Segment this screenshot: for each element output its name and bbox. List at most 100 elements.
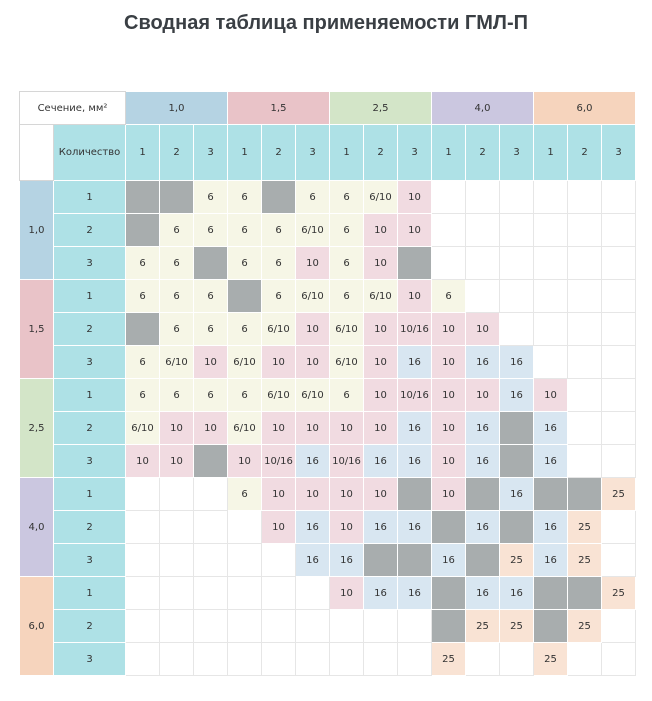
section-header-2-5: 2,5	[330, 92, 432, 125]
table-cell	[432, 181, 466, 214]
table-cell	[534, 214, 568, 247]
table-cell: 25	[466, 610, 500, 643]
table-cell: 16	[534, 544, 568, 577]
table-cell	[194, 577, 228, 610]
table-cell: 10	[466, 313, 500, 346]
table-cell	[126, 643, 160, 676]
quantity-header: 3	[296, 125, 330, 181]
table-row: 3 6 6 6 6 10 6 10	[20, 247, 636, 280]
row-quantity-label: 1	[54, 280, 126, 313]
table-cell	[194, 247, 228, 280]
table-cell	[126, 577, 160, 610]
quantity-header: 2	[568, 125, 602, 181]
table-cell	[126, 214, 160, 247]
table-cell: 6/10	[296, 379, 330, 412]
table-cell	[602, 379, 636, 412]
table-cell	[568, 643, 602, 676]
table-cell	[160, 181, 194, 214]
table-row: 3 25 25	[20, 643, 636, 676]
table-cell: 6	[194, 379, 228, 412]
quantity-header: 3	[500, 125, 534, 181]
table-cell: 10	[364, 346, 398, 379]
quantity-header: 2	[160, 125, 194, 181]
row-quantity-label: 3	[54, 643, 126, 676]
table-cell: 10	[432, 478, 466, 511]
table-cell: 16	[364, 577, 398, 610]
quantity-header: 1	[228, 125, 262, 181]
table-row: 3 16 16 16 25 16 25	[20, 544, 636, 577]
table-cell	[296, 577, 330, 610]
table-cell: 10	[194, 346, 228, 379]
table-row: 3 6 6/10 10 6/10 10 10 6/10 10 16 10 16 16	[20, 346, 636, 379]
table-cell	[568, 280, 602, 313]
table-cell: 10	[432, 313, 466, 346]
table-cell	[568, 346, 602, 379]
table-cell: 10	[432, 412, 466, 445]
row-quantity-label: 3	[54, 445, 126, 478]
table-cell: 6	[126, 346, 160, 379]
table-cell	[602, 346, 636, 379]
table-cell	[602, 313, 636, 346]
table-cell: 16	[330, 544, 364, 577]
table-cell	[500, 247, 534, 280]
table-cell: 16	[432, 544, 466, 577]
table-cell: 6/10	[228, 412, 262, 445]
table-row: 2 6 6 6 6 6/10 6 10 10	[20, 214, 636, 247]
table-cell: 10/16	[398, 313, 432, 346]
table-cell	[228, 577, 262, 610]
table-cell: 16	[398, 412, 432, 445]
row-quantity-label: 1	[54, 181, 126, 214]
table-cell: 16	[500, 478, 534, 511]
table-cell: 6	[160, 214, 194, 247]
table-cell: 10	[296, 478, 330, 511]
table-cell	[364, 544, 398, 577]
table-cell	[602, 610, 636, 643]
table-row: 2,5 1 6 6 6 6 6/10 6/10 6 10 10/16 10 10 16 10	[20, 379, 636, 412]
row-section-label: 4,0	[20, 478, 54, 577]
table-cell: 10	[364, 247, 398, 280]
table-cell: 10	[126, 445, 160, 478]
table-cell: 10/16	[262, 445, 296, 478]
table-cell	[364, 610, 398, 643]
table-cell: 16	[534, 412, 568, 445]
table-cell	[330, 643, 364, 676]
table-cell: 10	[160, 445, 194, 478]
table-cell: 16	[296, 544, 330, 577]
quantity-header: 2	[364, 125, 398, 181]
table-cell	[534, 313, 568, 346]
table-cell	[432, 511, 466, 544]
table-cell	[568, 445, 602, 478]
table-cell	[160, 544, 194, 577]
table-cell	[194, 544, 228, 577]
table-row: 6,0 1 10 16 16 16 16 25	[20, 577, 636, 610]
table-cell	[602, 214, 636, 247]
corner-label: Сечение, мм²	[20, 92, 126, 125]
row-quantity-label: 2	[54, 511, 126, 544]
table-cell	[568, 379, 602, 412]
table-cell	[126, 313, 160, 346]
table-cell: 10	[364, 214, 398, 247]
table-cell: 6	[194, 214, 228, 247]
table-cell	[228, 544, 262, 577]
table-cell: 10	[364, 313, 398, 346]
section-header-6-0: 6,0	[534, 92, 636, 125]
quantity-header: 2	[262, 125, 296, 181]
table-cell	[602, 247, 636, 280]
table-cell	[160, 643, 194, 676]
table-cell: 25	[602, 577, 636, 610]
table-cell	[262, 181, 296, 214]
row-quantity-label: 2	[54, 610, 126, 643]
table-cell: 6	[228, 181, 262, 214]
table-cell: 6	[160, 280, 194, 313]
table-cell: 25	[500, 610, 534, 643]
table-cell	[160, 610, 194, 643]
table-cell	[296, 610, 330, 643]
table-cell	[126, 610, 160, 643]
quantity-header-row: Количество 1 2 3 1 2 3 1 2 3 1 2 3 1 2 3	[20, 125, 636, 181]
table-cell: 6	[194, 181, 228, 214]
table-cell: 16	[466, 412, 500, 445]
table-cell: 16	[500, 577, 534, 610]
table-cell: 6	[228, 313, 262, 346]
table-cell	[602, 181, 636, 214]
table-cell: 6	[330, 379, 364, 412]
